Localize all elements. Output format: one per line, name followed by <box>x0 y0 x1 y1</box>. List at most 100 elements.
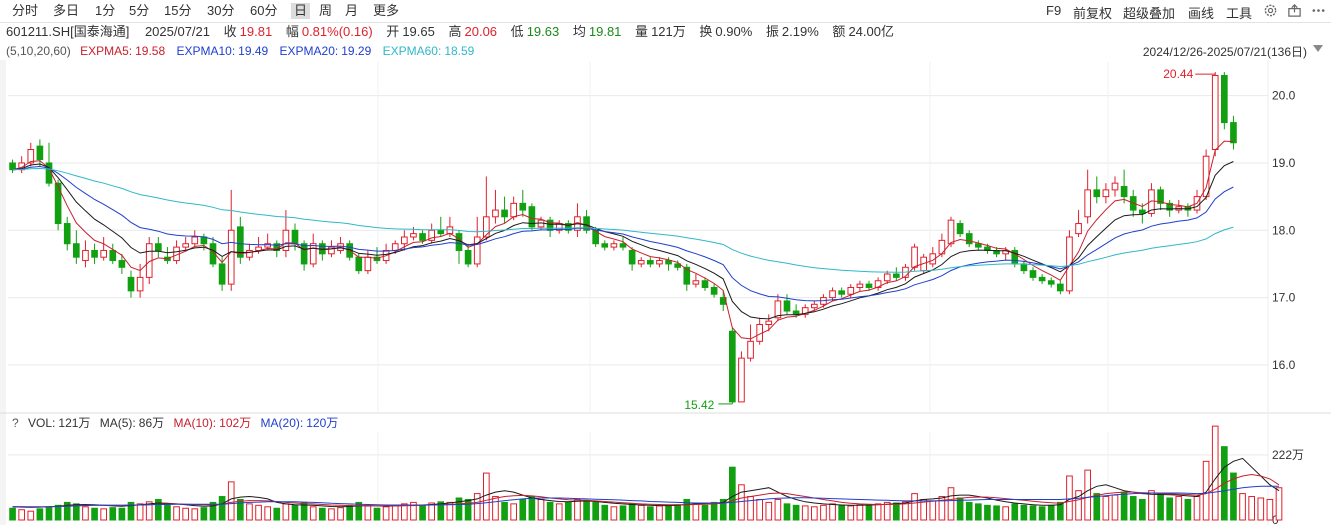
volume-bar <box>847 505 855 521</box>
candle-body <box>209 243 217 265</box>
settings-icon[interactable] <box>1263 3 1278 18</box>
ma5-label: EXPMA5: <box>80 44 133 58</box>
ma20-label: EXPMA20: <box>279 44 339 58</box>
ema5-line <box>12 140 1234 340</box>
turnover-label: 换 <box>699 24 713 39</box>
price-tick-label: 16.0 <box>1272 358 1296 372</box>
f9-button[interactable]: F9 <box>1046 3 1062 18</box>
volume-bar <box>455 497 463 521</box>
price-tick-label: 20.0 <box>1272 89 1296 103</box>
candle-body <box>1139 209 1146 214</box>
volume-bar <box>82 506 89 521</box>
candle-body <box>191 236 199 245</box>
vol-ma5-line <box>12 457 1280 508</box>
date-range[interactable]: 2024/12/26-2025/07/21(136日) <box>1142 45 1307 59</box>
volume-bar <box>683 498 691 521</box>
volume-bar <box>929 500 937 521</box>
volume-bar <box>164 504 171 521</box>
volume-bar <box>227 481 235 521</box>
candle-body <box>473 236 481 265</box>
volume-bar <box>975 503 982 521</box>
volume-bar <box>382 506 390 521</box>
tab-multiday[interactable]: 多日 <box>53 3 80 18</box>
high-value: 20.06 <box>464 24 498 39</box>
volume-bar <box>483 472 490 521</box>
volume-bar <box>1266 498 1274 521</box>
share-icon[interactable] <box>1287 3 1302 18</box>
candle-body <box>300 243 308 265</box>
volume-bar <box>801 505 809 521</box>
volume-bar <box>537 498 545 521</box>
volume-bar <box>756 498 763 521</box>
price-tick-label: 18.0 <box>1272 223 1296 237</box>
range-dropdown-icon[interactable] <box>1313 45 1323 52</box>
candle-body <box>419 233 426 241</box>
tab-15min[interactable]: 15分 <box>164 3 192 18</box>
vol-ma5-label: MA(5): <box>99 416 136 430</box>
tab-day[interactable]: 日 <box>291 3 311 19</box>
open-label: 开 <box>386 24 400 39</box>
candle-body <box>792 310 800 315</box>
candle-body <box>1075 223 1082 235</box>
candle-body <box>829 290 836 299</box>
volume-bar <box>656 505 663 521</box>
volume-bar <box>628 503 636 521</box>
candle-body <box>82 249 89 262</box>
volume-bar <box>1129 496 1137 521</box>
volume-value: 121万 <box>651 24 686 39</box>
volume-bar <box>246 503 253 521</box>
candle-body <box>893 273 900 278</box>
candle-body <box>291 229 299 245</box>
volume-bar <box>401 503 408 521</box>
candle-body <box>847 286 855 295</box>
volume-bar <box>182 507 189 521</box>
volume-bar <box>200 507 208 521</box>
ma-params[interactable]: (5,10,20,60) <box>6 44 71 58</box>
tab-5min[interactable]: 5分 <box>129 3 150 18</box>
candle-body <box>1057 283 1064 292</box>
draw-button[interactable]: 画线 <box>1188 6 1215 21</box>
min-price-label: 15.42 <box>684 398 714 412</box>
candle-body <box>27 149 35 164</box>
help-icon[interactable]: ? <box>12 416 19 430</box>
volume-bar <box>1157 493 1164 521</box>
candle-body <box>783 300 791 312</box>
candle-body <box>355 256 363 272</box>
volume-bar <box>63 501 71 521</box>
candle-body <box>264 243 271 248</box>
tab-1min[interactable]: 1分 <box>95 3 116 18</box>
high-label: 高 <box>448 24 462 39</box>
tab-week[interactable]: 周 <box>319 3 333 18</box>
open-value: 19.65 <box>402 24 435 39</box>
tab-month[interactable]: 月 <box>345 3 359 18</box>
tab-intraday[interactable]: 分时 <box>12 3 39 18</box>
candle-body <box>1093 189 1101 198</box>
candle-body <box>692 280 700 285</box>
volume-bar <box>54 504 62 521</box>
candle-body <box>929 253 937 265</box>
volume-bar <box>428 502 435 521</box>
volume-bar <box>1111 494 1119 521</box>
volume-bar <box>155 498 162 521</box>
change-value: 0.81%(0.16) <box>301 24 373 39</box>
volume-bar <box>237 498 244 521</box>
quote-bar: 601211.SH[国泰海通] 2025/07/21 收 19.81 幅 0.81%… <box>0 22 1331 42</box>
more-icon[interactable] <box>1311 3 1326 18</box>
tab-more[interactable]: 更多 <box>373 3 400 18</box>
volume-bar <box>528 496 536 521</box>
tools-button[interactable]: 工具 <box>1226 6 1253 21</box>
volume-bar <box>1230 472 1237 521</box>
vol-ma20-label: MA(20): <box>260 416 304 430</box>
candle-body <box>109 249 117 262</box>
candle-body <box>710 286 718 295</box>
candle-body <box>118 260 126 268</box>
adjust-button[interactable]: 前复权 <box>1073 6 1113 21</box>
candle-body <box>519 202 527 211</box>
tab-60min[interactable]: 60分 <box>250 3 278 18</box>
volume-bar <box>136 503 144 521</box>
candle-body <box>601 243 609 248</box>
overlay-button[interactable]: 超级叠加 <box>1123 6 1176 21</box>
tab-30min[interactable]: 30分 <box>207 3 235 18</box>
candle-body <box>1111 182 1119 191</box>
